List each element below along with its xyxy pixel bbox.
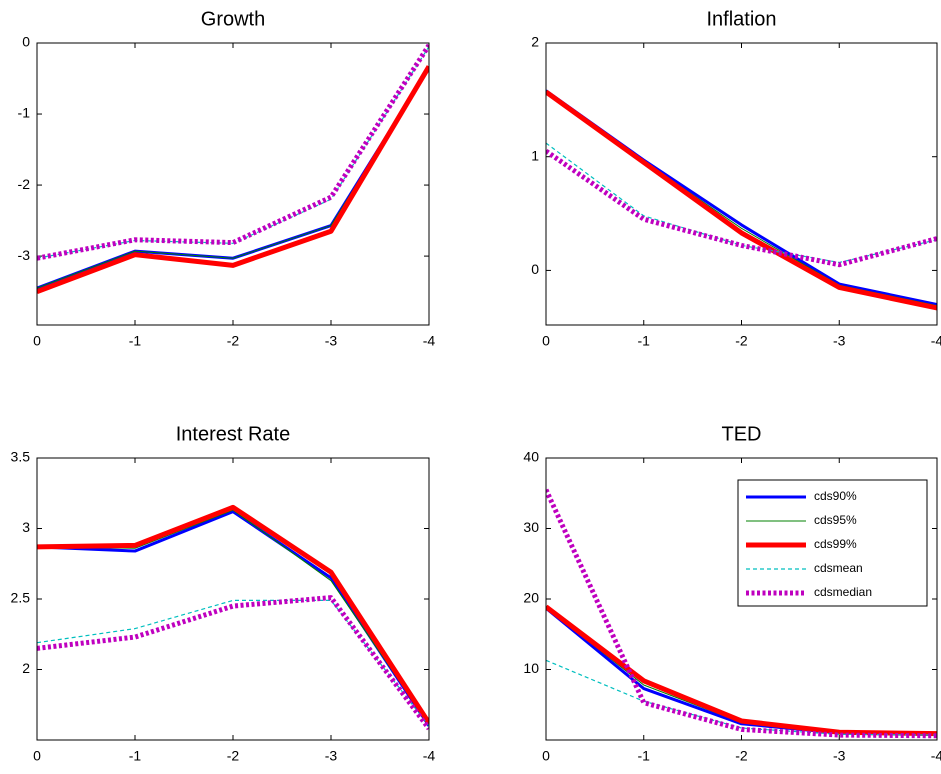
axes-frame: [36, 457, 430, 741]
x-tick-label: -1: [129, 748, 142, 764]
y-tick-label: 40: [523, 449, 539, 465]
x-tick-label: -4: [423, 333, 436, 349]
chart-title: Interest Rate: [176, 423, 291, 445]
x-tick-label: 0: [33, 748, 41, 764]
legend-label: cdsmean: [814, 561, 863, 575]
y-tick-label: 2: [22, 660, 30, 676]
y-tick-label: -1: [18, 105, 31, 121]
x-tick-label: -1: [129, 333, 142, 349]
axes-box: [37, 43, 429, 325]
axes-box: [37, 458, 429, 740]
axes-frame: [545, 457, 938, 741]
x-tick-label: -4: [931, 333, 941, 349]
x-tick-label: 0: [33, 333, 41, 349]
legend-label: cds99%: [814, 537, 857, 551]
x-tick-label: -2: [227, 748, 240, 764]
series-line: [37, 595, 429, 731]
y-tick-label: 20: [523, 590, 539, 606]
y-tick-label: 3.5: [11, 449, 31, 465]
x-tick-label: -2: [735, 333, 748, 349]
legend-label: cdsmedian: [814, 585, 872, 599]
x-tick-label: -2: [227, 333, 240, 349]
chart-title: Inflation: [706, 8, 776, 30]
chart-title: TED: [722, 423, 762, 445]
x-tick-label: -4: [931, 748, 941, 764]
y-tick-label: 2.5: [11, 590, 31, 606]
series-line: [37, 504, 429, 725]
y-tick-label: 3: [22, 519, 30, 535]
x-tick-label: 0: [542, 333, 550, 349]
axes-box: [546, 43, 937, 325]
x-tick-label: -3: [833, 333, 846, 349]
y-tick-label: 10: [523, 660, 539, 676]
y-tick-label: 0: [22, 34, 30, 50]
y-tick-label: 0: [531, 261, 539, 277]
series-line: [37, 599, 429, 727]
x-tick-label: -3: [833, 748, 846, 764]
series-line: [546, 89, 937, 311]
x-tick-label: -2: [735, 748, 748, 764]
x-tick-label: 0: [542, 748, 550, 764]
series-line: [546, 659, 937, 736]
axes-frame: [36, 42, 430, 326]
series-line: [546, 488, 937, 739]
y-tick-label: 30: [523, 519, 539, 535]
chart-title: Growth: [201, 8, 265, 30]
y-tick-label: -3: [18, 247, 31, 263]
x-tick-label: -1: [638, 748, 651, 764]
series-line: [546, 148, 937, 268]
x-tick-label: -3: [325, 748, 338, 764]
y-tick-label: -2: [18, 176, 31, 192]
series-line: [546, 604, 937, 737]
series-line: [37, 65, 429, 294]
x-tick-label: -1: [638, 333, 651, 349]
legend-label: cds90%: [814, 489, 857, 503]
legend-label: cds95%: [814, 513, 857, 527]
y-tick-label: 1: [531, 147, 539, 163]
x-tick-label: -4: [423, 748, 436, 764]
series-line: [37, 510, 429, 727]
x-tick-label: -3: [325, 333, 338, 349]
axes-frame: [545, 42, 938, 326]
y-tick-label: 2: [531, 34, 539, 50]
series-line: [37, 43, 429, 261]
